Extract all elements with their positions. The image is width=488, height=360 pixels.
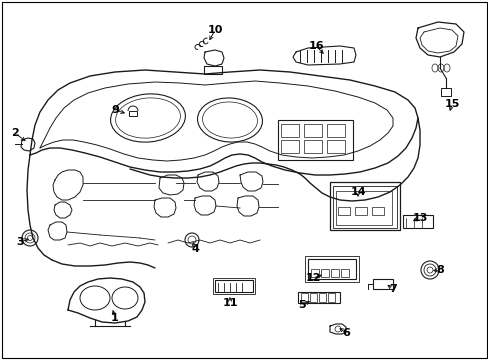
Text: 8: 8: [435, 265, 443, 275]
Bar: [371, 207, 383, 215]
Text: 15: 15: [444, 99, 459, 109]
Bar: [310, 269, 318, 277]
Bar: [354, 207, 366, 215]
Bar: [332, 186, 396, 228]
Bar: [304, 140, 321, 153]
Bar: [329, 182, 399, 230]
Bar: [203, 66, 222, 74]
Text: 12: 12: [305, 273, 320, 283]
Text: 13: 13: [411, 213, 427, 223]
Text: 3: 3: [16, 237, 24, 247]
Bar: [213, 278, 254, 294]
Bar: [309, 293, 316, 302]
Bar: [340, 269, 348, 277]
Text: 14: 14: [349, 187, 365, 197]
Bar: [301, 293, 307, 302]
Bar: [304, 124, 321, 137]
Text: 6: 6: [342, 328, 349, 338]
Text: 2: 2: [11, 128, 19, 138]
Bar: [440, 88, 450, 96]
Bar: [320, 269, 328, 277]
Bar: [281, 140, 298, 153]
Text: 11: 11: [222, 298, 237, 308]
Bar: [307, 259, 355, 279]
Bar: [327, 293, 334, 302]
Bar: [326, 124, 345, 137]
Bar: [326, 140, 345, 153]
Text: 1: 1: [111, 313, 119, 323]
Bar: [215, 280, 252, 292]
Bar: [337, 207, 349, 215]
Bar: [318, 293, 325, 302]
Bar: [297, 292, 339, 303]
Text: 5: 5: [298, 300, 305, 310]
Bar: [402, 215, 432, 228]
Text: 7: 7: [388, 284, 396, 294]
Text: 4: 4: [191, 244, 199, 254]
Bar: [129, 111, 137, 116]
Text: 10: 10: [207, 25, 222, 35]
Bar: [305, 256, 358, 282]
Bar: [330, 269, 338, 277]
Bar: [372, 279, 392, 289]
Bar: [281, 124, 298, 137]
Text: 9: 9: [111, 105, 119, 115]
Bar: [335, 191, 391, 225]
Bar: [278, 120, 352, 160]
Text: 16: 16: [307, 41, 323, 51]
